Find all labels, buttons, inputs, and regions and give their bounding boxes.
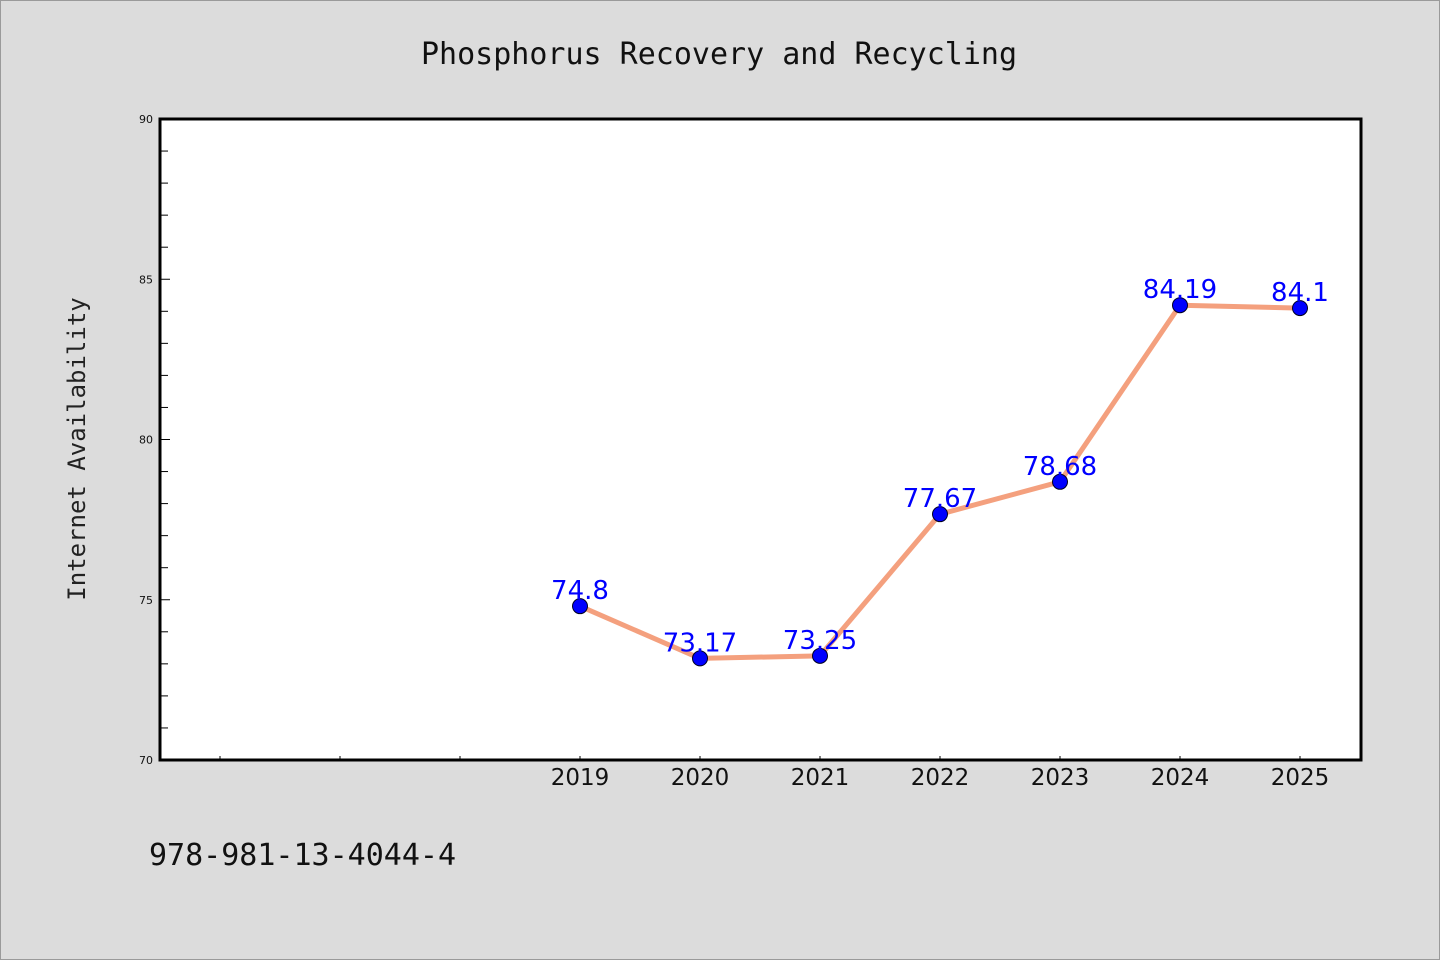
y-axis-label: Internet Availability bbox=[63, 297, 91, 600]
data-label: 84.19 bbox=[1143, 275, 1217, 305]
data-point-marker bbox=[1052, 473, 1068, 490]
data-label: 73.17 bbox=[663, 628, 737, 658]
y-tick-label: 90 bbox=[139, 113, 153, 126]
x-tick-label: 2020 bbox=[671, 765, 730, 791]
data-label: 84.1 bbox=[1271, 278, 1329, 308]
data-point-marker bbox=[932, 506, 948, 523]
x-tick-label: 2022 bbox=[911, 765, 970, 791]
y-axis: 70 75 80 85 90 bbox=[139, 113, 170, 767]
x-tick-label: 2019 bbox=[551, 765, 610, 791]
x-tick-label: 2024 bbox=[1151, 765, 1210, 791]
y-tick-label: 70 bbox=[139, 754, 153, 767]
data-label: 77.67 bbox=[903, 484, 977, 514]
data-point-marker bbox=[692, 650, 708, 667]
data-point-marker bbox=[1172, 297, 1188, 314]
series-markers bbox=[572, 297, 1308, 667]
x-tick-label: 2023 bbox=[1031, 765, 1090, 791]
point-labels: 74.8 73.17 73.25 77.67 78.68 84.19 84.1 bbox=[551, 275, 1329, 658]
data-point-marker bbox=[812, 647, 828, 664]
x-axis: 2019 2020 2021 2022 2023 2024 2025 bbox=[219, 756, 1330, 791]
data-point-marker bbox=[572, 598, 588, 615]
x-tick-label: 2021 bbox=[791, 765, 850, 791]
data-label: 78.68 bbox=[1023, 452, 1097, 482]
x-tick-label: 2025 bbox=[1271, 765, 1330, 791]
data-point-marker bbox=[1292, 300, 1308, 317]
data-label: 73.25 bbox=[783, 626, 857, 656]
y-tick-label: 80 bbox=[139, 434, 153, 447]
plot-area bbox=[158, 117, 1363, 762]
y-tick-label: 85 bbox=[139, 273, 153, 286]
y-tick-label: 75 bbox=[139, 594, 153, 607]
data-label: 74.8 bbox=[551, 576, 609, 606]
footer-code: 978-981-13-4044-4 bbox=[149, 838, 456, 873]
chart-title: Phosphorus Recovery and Recycling bbox=[421, 37, 1017, 72]
